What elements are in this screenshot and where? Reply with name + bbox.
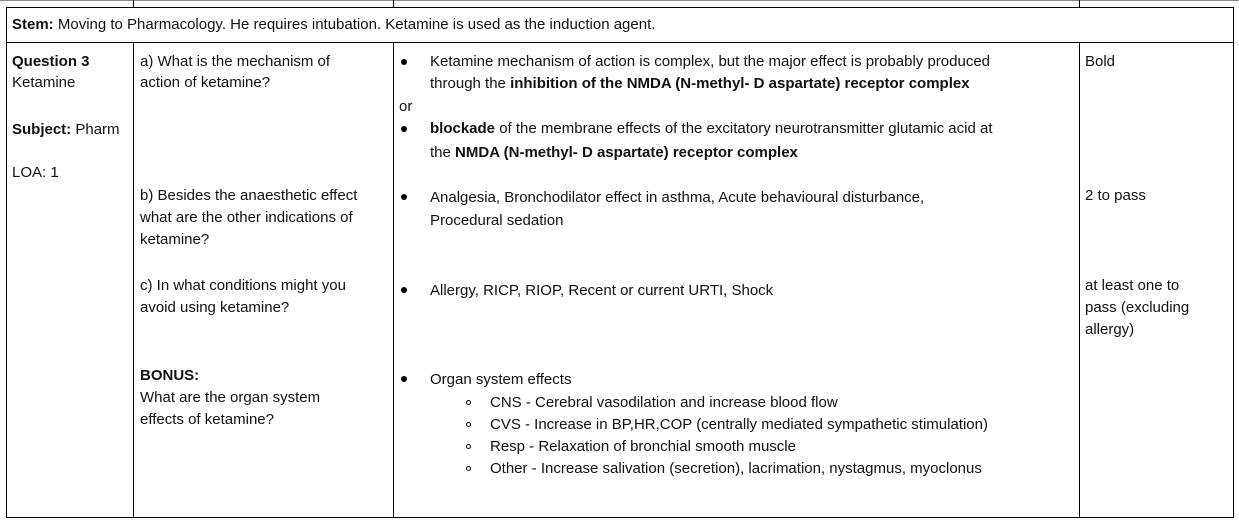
question-b-line2: what are the other indications of: [140, 209, 353, 226]
answer-a1-line2-pre: through the: [430, 75, 511, 92]
col-divider-3-top: [1079, 0, 1080, 8]
question-b-line3: ketamine?: [140, 231, 210, 248]
subject-value: Pharm: [71, 121, 120, 138]
table-left-border: [6, 7, 7, 518]
effect-other: Other - Increase salivation (secretion),…: [490, 460, 982, 477]
col-divider-2-top: [393, 0, 394, 8]
bullet-a1: [401, 59, 407, 65]
question-topic: Ketamine: [12, 74, 76, 91]
stem-label: Stem:: [12, 16, 54, 33]
col-divider-3: [1079, 42, 1080, 518]
answer-b-line1: Analgesia, Bronchodilator effect in asth…: [430, 189, 925, 206]
sub-bullet-cvs: [466, 422, 471, 427]
mark-b: 2 to pass: [1085, 187, 1146, 204]
col-divider-1: [133, 42, 134, 518]
answer-a2-line1-rest: of the membrane effects of the excitator…: [495, 120, 993, 137]
answer-a2-line1-bold: blockade: [430, 120, 496, 137]
answer-a2-line1: blockade of the membrane effects of the …: [430, 118, 993, 139]
sub-bullet-other: [466, 466, 471, 471]
col-divider-2: [393, 42, 394, 518]
question-a-line1: a) What is the mechanism of: [140, 53, 331, 70]
question-number: Question 3: [12, 53, 90, 70]
effect-cvs: CVS - Increase in BP,HR,COP (centrally m…: [490, 416, 988, 433]
mark-c-line3: allergy): [1085, 321, 1135, 338]
question-b-line1: b) Besides the anaesthetic effect: [140, 187, 358, 204]
answer-b-line2: Procedural sedation: [430, 212, 564, 229]
or-separator: or: [399, 98, 413, 115]
sub-bullet-resp: [466, 444, 471, 449]
top-cutoff-rule: [0, 0, 1239, 1]
subject-line: Subject: Pharm: [12, 119, 120, 140]
stem-bottom-border: [6, 42, 1234, 43]
effect-cns: CNS - Cerebral vasodilation and increase…: [490, 394, 838, 411]
col-divider-1-top: [133, 0, 134, 8]
bonus-label: BONUS:: [140, 367, 200, 384]
table-right-border: [1233, 7, 1234, 518]
stem-body: Moving to Pharmacology. He requires intu…: [53, 16, 656, 33]
sub-bullet-cns: [466, 400, 471, 405]
mark-c-line2: pass (excluding: [1085, 299, 1190, 316]
answer-a2-line2-bold: NMDA (N-methyl- D aspartate) receptor co…: [455, 144, 798, 161]
mark-c-line1: at least one to: [1085, 277, 1180, 294]
answer-c: Allergy, RICP, RIOP, Recent or current U…: [430, 282, 774, 299]
bonus-question-line1: What are the organ system: [140, 389, 321, 406]
answer-a1-line1: Ketamine mechanism of action is complex,…: [430, 53, 991, 70]
bullet-bonus: [401, 376, 407, 382]
bullet-a2: [401, 126, 407, 132]
loa-label: LOA: 1: [12, 164, 59, 181]
answer-a1-line2-bold: inhibition of the NMDA (N-methyl- D aspa…: [510, 75, 970, 92]
bullet-b: [401, 194, 407, 200]
answer-a1-line2: through the inhibition of the NMDA (N-me…: [430, 73, 970, 94]
question-c-line2: avoid using ketamine?: [140, 299, 290, 316]
answer-a2-line2-pre: the: [430, 144, 456, 161]
bonus-answer-head: Organ system effects: [430, 371, 572, 388]
effect-resp: Resp - Relaxation of bronchial smooth mu…: [490, 438, 796, 455]
bonus-question-line2: effects of ketamine?: [140, 411, 274, 428]
bullet-c: [401, 287, 407, 293]
answer-a2-line2: the NMDA (N-methyl- D aspartate) recepto…: [430, 142, 798, 163]
stem-text: Stem: Moving to Pharmacology. He require…: [12, 14, 655, 35]
table-bottom-border: [6, 517, 1234, 518]
question-a-line2: action of ketamine?: [140, 74, 271, 91]
mark-a: Bold: [1085, 53, 1116, 70]
subject-label: Subject:: [12, 121, 72, 138]
question-c-line1: c) In what conditions might you: [140, 277, 346, 294]
stem-top-border: [6, 7, 1234, 8]
